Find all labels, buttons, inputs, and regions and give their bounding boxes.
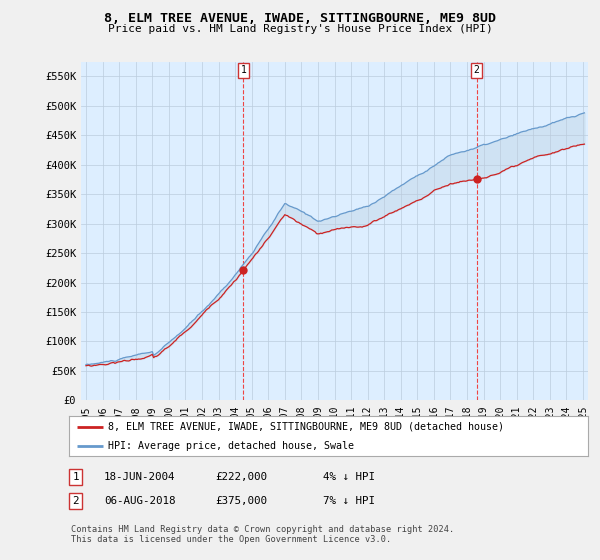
Text: 2: 2 — [474, 65, 479, 75]
Text: £222,000: £222,000 — [215, 472, 267, 482]
Text: Price paid vs. HM Land Registry's House Price Index (HPI): Price paid vs. HM Land Registry's House … — [107, 24, 493, 34]
Text: 8, ELM TREE AVENUE, IWADE, SITTINGBOURNE, ME9 8UD: 8, ELM TREE AVENUE, IWADE, SITTINGBOURNE… — [104, 12, 496, 25]
Text: £375,000: £375,000 — [215, 496, 267, 506]
Text: 06-AUG-2018: 06-AUG-2018 — [104, 496, 175, 506]
Text: Contains HM Land Registry data © Crown copyright and database right 2024.
This d: Contains HM Land Registry data © Crown c… — [71, 525, 454, 544]
Text: 7% ↓ HPI: 7% ↓ HPI — [323, 496, 375, 506]
Text: HPI: Average price, detached house, Swale: HPI: Average price, detached house, Swal… — [108, 441, 354, 450]
Text: 1: 1 — [241, 65, 247, 75]
Text: 8, ELM TREE AVENUE, IWADE, SITTINGBOURNE, ME9 8UD (detached house): 8, ELM TREE AVENUE, IWADE, SITTINGBOURNE… — [108, 422, 504, 432]
Text: 18-JUN-2004: 18-JUN-2004 — [104, 472, 175, 482]
Text: 4% ↓ HPI: 4% ↓ HPI — [323, 472, 375, 482]
Text: 2: 2 — [73, 496, 79, 506]
Text: 1: 1 — [73, 472, 79, 482]
